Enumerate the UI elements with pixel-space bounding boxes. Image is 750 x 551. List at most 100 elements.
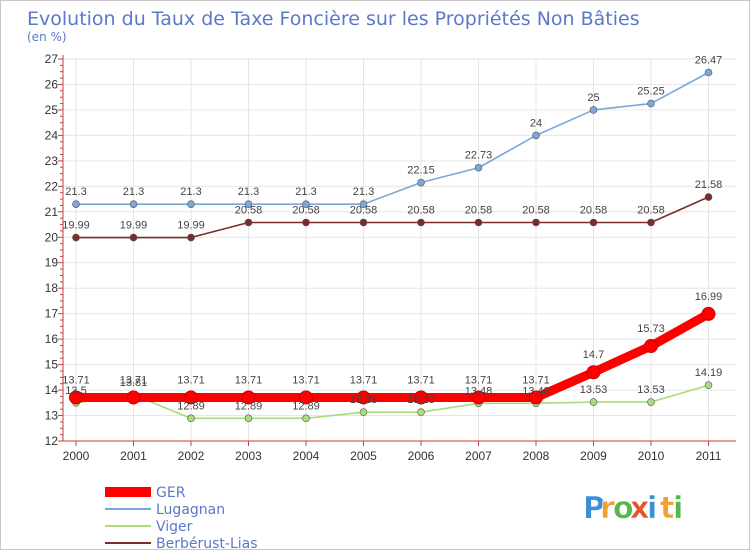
data-label: 13.13 (350, 394, 378, 406)
y-tick-labels: 12 13 14 15 16 17 18 19 20 21 22 23 24 25 26 27 (45, 52, 59, 448)
y-tick-label: 18 (45, 281, 59, 295)
data-label: 13.13 (407, 394, 435, 406)
data-label: 13.71 (120, 374, 148, 386)
y-tick-label: 25 (45, 103, 59, 117)
data-point (529, 390, 543, 405)
data-point (302, 200, 310, 208)
data-label: 24 (530, 117, 542, 129)
data-label: 21.3 (238, 186, 259, 198)
logo-letter: P (583, 491, 605, 526)
y-tick-label: 16 (45, 332, 59, 346)
data-point (244, 200, 253, 208)
x-tick-label: 2000 (63, 449, 90, 463)
logo-letter: x (630, 491, 649, 526)
data-label: 13.81 (120, 377, 148, 389)
data-point (356, 390, 371, 405)
data-label: 13.48 (522, 385, 550, 397)
data-point (417, 408, 425, 417)
x-tick-label: 2008 (523, 449, 550, 463)
data-point (532, 131, 540, 140)
data-label: 13.71 (522, 374, 550, 386)
data-point (644, 339, 658, 354)
data-label: 13.53 (637, 384, 665, 396)
data-label: 20.58 (407, 204, 435, 216)
axes (58, 55, 736, 446)
y-tick-label: 12 (45, 434, 59, 448)
data-label: 20.58 (292, 204, 320, 216)
data-point (589, 218, 598, 227)
data-label: 13.71 (465, 374, 493, 386)
data-point (647, 218, 655, 227)
data-label: 20.58 (580, 204, 608, 216)
data-point (187, 233, 195, 242)
x-tick-labels: 2000 2001 2002 2003 2004 2005 2006 2007 2008 2009… (63, 449, 722, 463)
data-label: 20.58 (465, 204, 493, 216)
data-label: 21.3 (123, 186, 144, 198)
data-label: 21.3 (353, 186, 374, 198)
data-label: 13.48 (465, 385, 493, 397)
data-label: 20.58 (522, 204, 550, 216)
data-label: 22.15 (407, 165, 435, 177)
series-line-berb-rust-lias (75, 196, 710, 239)
logo-letter: o (613, 491, 634, 526)
y-tick-label: 15 (45, 358, 59, 372)
data-point (474, 218, 483, 227)
data-point (359, 200, 368, 208)
legend-label: Berbérust-Lias (156, 536, 258, 551)
y-tick-label: 13 (45, 409, 59, 423)
legend-label: Viger (156, 519, 193, 535)
data-label: 13.71 (177, 374, 205, 386)
data-label: 13.53 (580, 384, 608, 396)
data-point (647, 99, 655, 108)
y-tick-label: 23 (45, 154, 59, 168)
data-point (187, 414, 195, 423)
y-tick-label: 26 (45, 77, 59, 91)
logo-letter: t (660, 491, 674, 526)
x-tick-label: 2005 (350, 449, 377, 463)
data-point (417, 218, 425, 227)
series-line-lugagnan (75, 71, 710, 205)
data-label: 13.71 (407, 374, 435, 386)
chart-title: Evolution du Taux de Taxe Foncière sur l… (27, 8, 640, 30)
x-tick-label: 2010 (638, 449, 665, 463)
data-point (471, 390, 486, 405)
data-point (244, 414, 253, 423)
logo-letter: i (673, 491, 683, 526)
data-point (359, 408, 368, 417)
data-label: 21.3 (65, 186, 86, 198)
x-tick-label: 2007 (465, 449, 492, 463)
data-label: 20.58 (235, 204, 263, 216)
y-tick-label: 17 (45, 307, 59, 321)
data-point (532, 218, 540, 227)
x-tick-label: 2004 (293, 449, 320, 463)
data-label: 25 (587, 92, 599, 104)
data-point (69, 390, 83, 405)
data-label: 22.73 (465, 150, 493, 162)
data-point (187, 200, 195, 208)
data-label: 13.71 (62, 374, 90, 386)
data-label: 19.99 (177, 220, 205, 232)
data-point (704, 68, 713, 77)
data-label: 16.99 (695, 291, 723, 303)
data-label: 21.58 (695, 179, 723, 191)
data-label: 13.71 (292, 374, 320, 386)
logo-letter: i (647, 491, 657, 526)
data-point (241, 390, 256, 405)
grid-lines (63, 58, 736, 442)
x-tick-label: 2006 (408, 449, 435, 463)
data-label: 14.19 (695, 367, 723, 379)
data-label: 13.71 (235, 374, 263, 386)
series-line-viger (75, 384, 710, 420)
data-label: 21.3 (180, 186, 201, 198)
x-tick-label: 2003 (235, 449, 262, 463)
data-label: 12.89 (292, 400, 320, 412)
logo-letter: r (600, 491, 615, 526)
y-tick-label: 20 (45, 230, 59, 244)
series-group (69, 68, 716, 423)
y-tick-label: 27 (45, 52, 59, 66)
data-point (244, 218, 253, 227)
data-point (417, 178, 425, 187)
data-point (414, 390, 428, 405)
data-label: 19.99 (62, 220, 90, 232)
